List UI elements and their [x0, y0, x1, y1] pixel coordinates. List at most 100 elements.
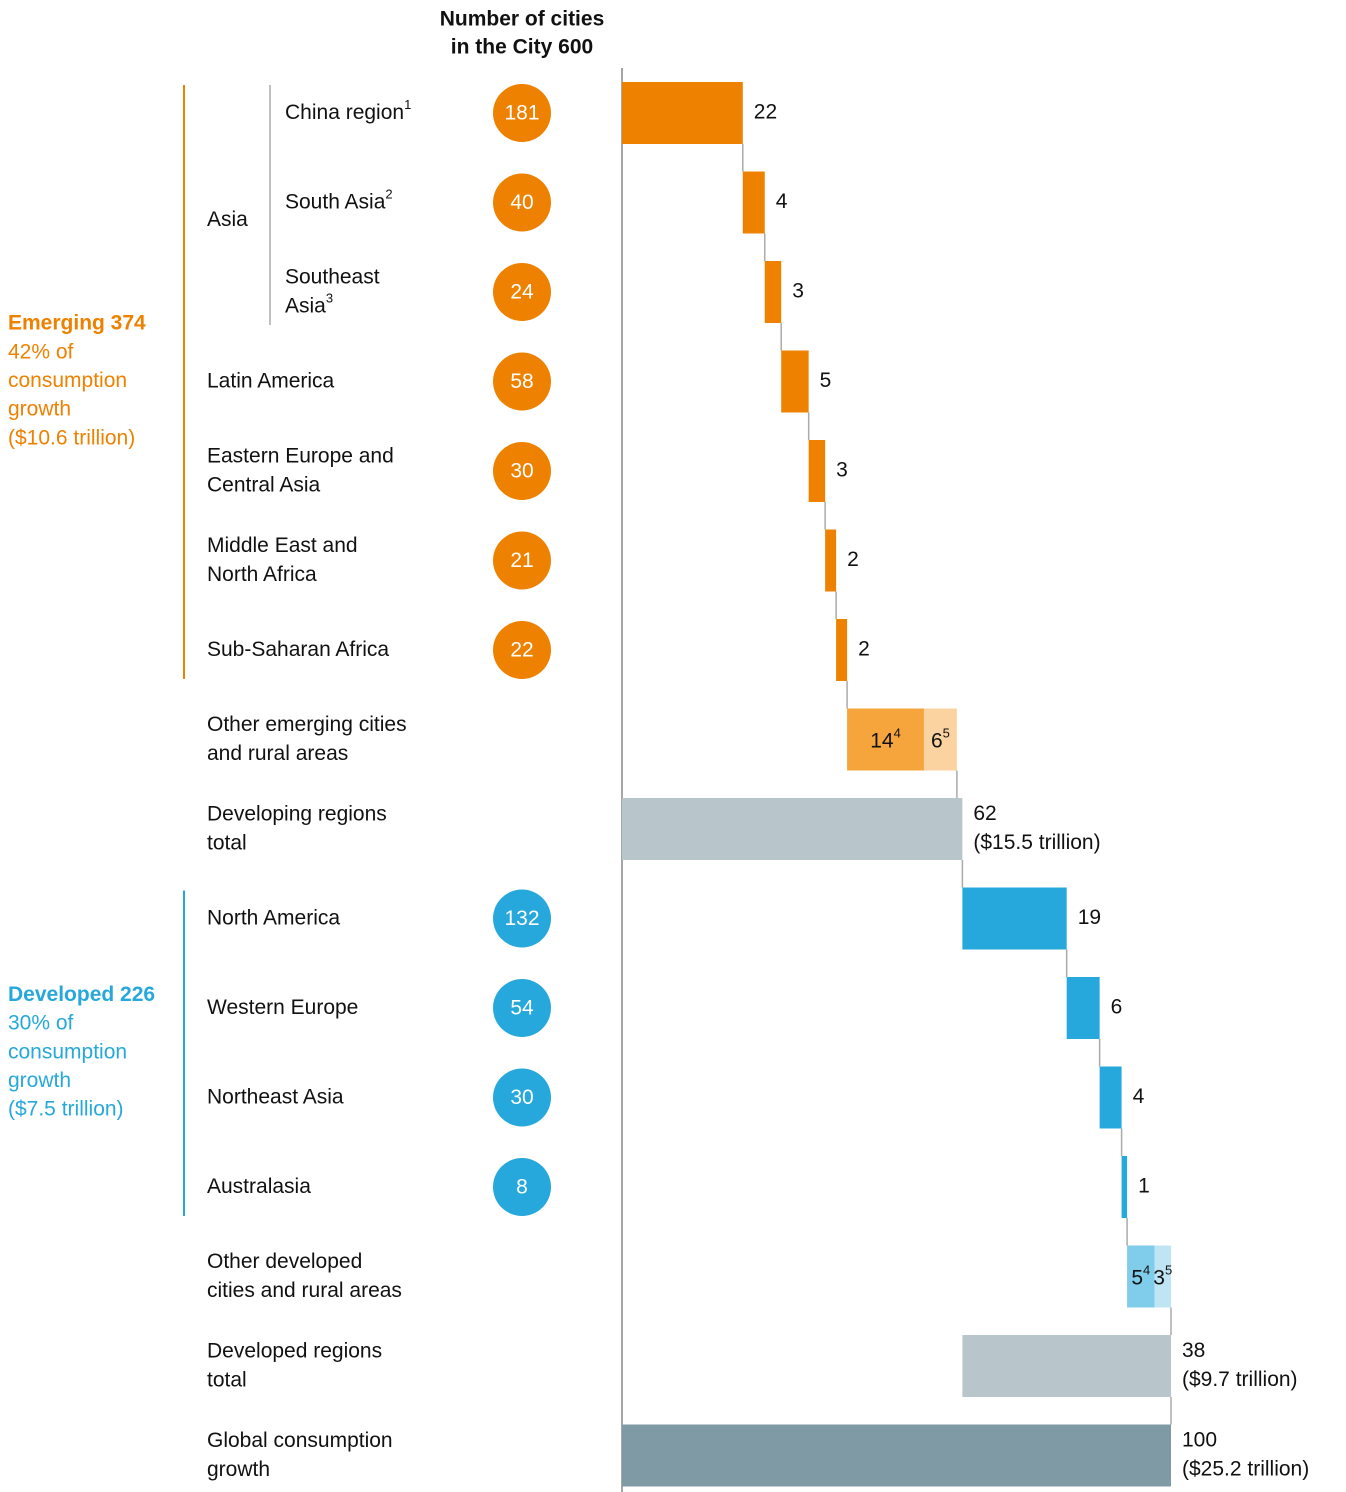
bar-value: 100 [1182, 1429, 1217, 1452]
bar [1127, 1245, 1155, 1308]
row-label: Northeast Asia [207, 1085, 344, 1108]
count-label: 22 [510, 639, 533, 662]
row-label: South Asia2 [285, 187, 393, 213]
group-title: Developed 226 [8, 983, 155, 1006]
row-label-line: Australasia [207, 1175, 311, 1198]
row-label: Southeast [285, 265, 380, 288]
row-label-line: Southeast [285, 265, 380, 288]
bar-value: 5 [820, 369, 832, 392]
bar-value: 19 [1078, 906, 1101, 929]
count-circle [493, 442, 551, 500]
row-label: total [207, 831, 247, 854]
row-label-line: Middle East and [207, 534, 358, 557]
row-label: Eastern Europe and [207, 444, 394, 467]
bar-value: 1 [1138, 1175, 1150, 1198]
row-label-line: total [207, 831, 247, 854]
count-label: 54 [510, 997, 534, 1020]
row-label-line: Sub-Saharan Africa [207, 638, 389, 661]
row-label: cities and rural areas [207, 1279, 402, 1302]
row-label-line: Developed regions [207, 1339, 382, 1362]
count-circle [493, 173, 551, 232]
bar-value: 4 [1133, 1085, 1145, 1108]
count-circle [493, 263, 551, 321]
subgroup-label: Asia [207, 208, 248, 231]
row-label: Global consumption [207, 1429, 393, 1452]
bar [622, 798, 963, 860]
count-label: 58 [510, 370, 533, 393]
count-label: 8 [516, 1176, 528, 1199]
bar-value: 6 [1111, 996, 1123, 1019]
row-label-line: growth [207, 1458, 270, 1481]
bar [962, 887, 1067, 950]
bar-label: 54 [1131, 1263, 1150, 1289]
bar-value: 14 [870, 729, 894, 752]
row-label-line: Global consumption [207, 1429, 393, 1452]
bar [1066, 977, 1100, 1039]
row-label: Developing regions [207, 802, 387, 825]
bar-value: 62 [973, 802, 996, 825]
row-label: Middle East and [207, 534, 358, 557]
bar-value: 3 [836, 459, 848, 482]
bar-value: 38 [1182, 1339, 1205, 1362]
count-circle [493, 352, 551, 411]
bar-amount: ($9.7 trillion) [1182, 1368, 1298, 1391]
bar-value: 6 [931, 729, 943, 752]
bar-value: 5 [1131, 1266, 1143, 1289]
row-label-line: North Africa [207, 563, 317, 586]
footnote: 3 [326, 291, 333, 306]
row-label-line: North America [207, 906, 340, 929]
row-label: Latin America [207, 369, 335, 392]
row-label: and rural areas [207, 742, 348, 765]
bar [781, 350, 809, 413]
bar [764, 261, 782, 323]
row-label-line: cities and rural areas [207, 1279, 402, 1302]
row-label: Australasia [207, 1175, 311, 1198]
bar-value: 22 [754, 101, 777, 124]
footnote: 1 [404, 97, 411, 112]
bar-label: 144 [870, 726, 901, 752]
footnote: 4 [894, 726, 901, 741]
bar [825, 529, 837, 592]
row-label: North Africa [207, 563, 317, 586]
row-label-line: Other emerging cities [207, 713, 407, 736]
bar [622, 82, 743, 144]
bar [1099, 1066, 1122, 1129]
row-label-line: Eastern Europe and [207, 444, 394, 467]
count-circle [493, 84, 551, 142]
count-circle [493, 531, 551, 590]
bar [622, 1424, 1171, 1487]
row-label: North America [207, 906, 340, 929]
bar [1121, 1156, 1128, 1218]
group-text: growth [8, 1069, 71, 1092]
footnote: 2 [385, 187, 392, 202]
bar-label: 65 [931, 726, 950, 752]
footnote: 5 [943, 726, 950, 741]
group-text: 30% of [8, 1012, 74, 1035]
group-text: consumption [8, 1040, 127, 1063]
count-circle [493, 889, 551, 948]
footnote: 4 [1143, 1263, 1150, 1278]
count-label: 40 [510, 191, 533, 214]
bar [836, 619, 848, 681]
group-text: consumption [8, 369, 127, 392]
row-label: Sub-Saharan Africa [207, 638, 389, 661]
row-label: Other developed [207, 1250, 362, 1273]
count-circle [493, 621, 551, 679]
row-label: Other emerging cities [207, 713, 407, 736]
row-label: China region1 [285, 97, 411, 123]
count-label: 132 [504, 907, 539, 930]
count-label: 181 [504, 102, 539, 125]
count-circle [493, 1068, 551, 1127]
row-label-line: and rural areas [207, 742, 348, 765]
count-label: 21 [510, 549, 533, 572]
row-label-line: Developing regions [207, 802, 387, 825]
count-circle [493, 1158, 551, 1216]
bar [808, 440, 826, 502]
bar-value: 3 [792, 280, 804, 303]
row-label-line: Central Asia [207, 473, 321, 496]
count-circle [493, 979, 551, 1037]
column-title: Number of cities [440, 8, 605, 31]
row-label-line: China region [285, 101, 404, 124]
row-label-line: Asia [285, 294, 326, 317]
